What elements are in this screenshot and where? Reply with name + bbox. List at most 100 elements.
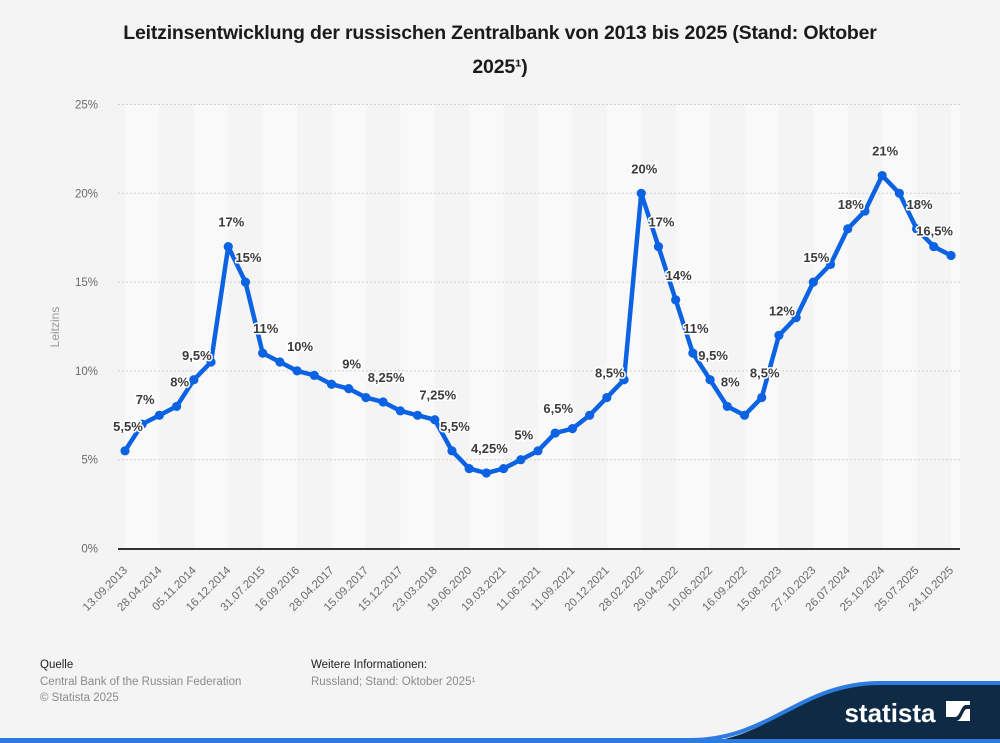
series-markers — [120, 170, 956, 478]
info-text: Russland; Stand: Oktober 2025¹ — [311, 675, 476, 688]
info-heading: Weitere Informationen: — [311, 659, 428, 671]
data-point[interactable] — [240, 277, 251, 287]
data-point[interactable] — [894, 188, 904, 198]
plot-band — [675, 104, 711, 549]
data-label: 11% — [683, 321, 709, 336]
data-label: 20% — [631, 161, 657, 176]
data-point[interactable] — [860, 206, 870, 216]
data-label: 9% — [342, 357, 361, 372]
data-point[interactable] — [619, 375, 629, 385]
data-point[interactable] — [430, 415, 440, 425]
data-point[interactable] — [516, 455, 526, 465]
statista-wordmark[interactable]: statista — [844, 698, 936, 728]
plot-band — [951, 104, 960, 549]
data-label: 4,25% — [471, 441, 508, 456]
data-point[interactable] — [929, 241, 939, 252]
data-label: 10% — [287, 339, 313, 354]
y-gridlines — [118, 104, 960, 461]
y-tick-label: 25% — [75, 100, 98, 112]
plot-band — [606, 104, 642, 549]
y-tick-label: 15% — [75, 277, 98, 289]
y-tick-label: 10% — [75, 366, 98, 378]
copyright-text: © Statista 2025 — [40, 692, 119, 704]
data-point[interactable] — [447, 446, 457, 456]
data-point[interactable] — [258, 348, 268, 358]
data-label: 15% — [803, 250, 829, 265]
data-point[interactable] — [533, 446, 543, 456]
data-point[interactable] — [412, 410, 423, 420]
data-point[interactable] — [464, 463, 474, 474]
data-point[interactable] — [585, 410, 595, 420]
data-point[interactable] — [757, 392, 767, 403]
data-point[interactable] — [326, 379, 337, 389]
data-point[interactable] — [946, 250, 956, 261]
data-label: 17% — [648, 215, 674, 230]
y-tick-label: 20% — [75, 188, 98, 200]
data-point[interactable] — [378, 397, 388, 407]
data-point[interactable] — [877, 170, 887, 181]
brand-accent-curve — [0, 681, 1000, 742]
chart-title-line-1: Leitzinsentwicklung der russischen Zentr… — [123, 22, 877, 44]
data-point[interactable] — [120, 446, 130, 456]
data-point[interactable] — [911, 224, 922, 234]
data-point[interactable] — [223, 241, 233, 252]
data-label: 5% — [514, 428, 533, 443]
data-point[interactable] — [722, 401, 732, 412]
plot-band — [125, 104, 160, 549]
footer-source: Quelle Central Bank of the Russian Feder… — [40, 657, 241, 707]
data-point[interactable] — [344, 384, 354, 394]
data-point[interactable] — [705, 375, 715, 385]
data-point[interactable] — [653, 241, 664, 252]
data-label: 9,5% — [698, 348, 728, 363]
plot-band — [538, 104, 573, 549]
data-point[interactable] — [361, 392, 371, 403]
data-point[interactable] — [137, 419, 147, 429]
data-point[interactable] — [688, 348, 698, 358]
data-point[interactable] — [843, 224, 853, 234]
data-label: 16,5% — [916, 223, 953, 238]
data-label: 7% — [136, 392, 155, 407]
data-point[interactable] — [189, 375, 199, 385]
data-point[interactable] — [550, 428, 560, 438]
data-point[interactable] — [602, 392, 612, 403]
brand-navy-shape — [690, 683, 1000, 743]
data-point[interactable] — [498, 463, 509, 474]
data-label: 21% — [872, 144, 898, 159]
data-label: 18% — [838, 197, 864, 212]
data-point[interactable] — [774, 330, 784, 340]
data-point[interactable] — [292, 366, 302, 376]
data-label: 8% — [721, 374, 740, 389]
data-label: 6,5% — [543, 401, 573, 416]
data-label: 8,5% — [595, 366, 625, 381]
data-point[interactable] — [636, 188, 646, 198]
data-point[interactable] — [808, 277, 818, 287]
plot-band — [744, 104, 779, 549]
y-tick-label: 0% — [81, 544, 98, 556]
data-label: 15% — [235, 250, 261, 265]
statista-logo-icon — [946, 701, 970, 721]
y-axis-ticks: 0% 5% 10% 15% 20% 25% — [75, 100, 98, 556]
data-point[interactable] — [395, 406, 405, 416]
data-point[interactable] — [739, 410, 750, 420]
y-tick-label: 5% — [81, 455, 98, 467]
data-point[interactable] — [481, 468, 491, 478]
data-point[interactable] — [172, 401, 182, 412]
data-point[interactable] — [275, 357, 285, 367]
data-label: 18% — [907, 197, 933, 212]
data-label: 11% — [253, 321, 279, 336]
data-label: 8,25% — [368, 370, 405, 385]
data-point[interactable] — [671, 295, 681, 305]
plot-band — [813, 104, 848, 549]
data-point[interactable] — [825, 259, 836, 269]
data-point[interactable] — [206, 357, 216, 367]
data-label: 5,5% — [440, 419, 470, 434]
data-point[interactable] — [154, 410, 165, 420]
data-label: 8,5% — [750, 366, 780, 381]
data-point[interactable] — [791, 313, 801, 323]
data-point[interactable] — [309, 370, 319, 380]
data-label: 5,5% — [113, 419, 143, 434]
data-label: 14% — [666, 268, 692, 283]
data-point[interactable] — [567, 424, 578, 434]
